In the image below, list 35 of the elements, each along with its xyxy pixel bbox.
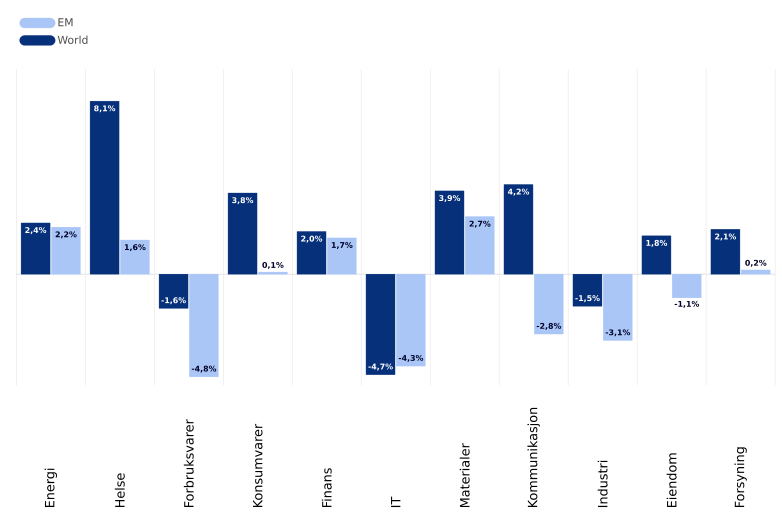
bar: [228, 193, 258, 275]
x-tick-label: Industri: [598, 461, 608, 508]
bar: [642, 236, 672, 275]
x-tick-label: Energi: [44, 468, 57, 508]
x-tick-label: Forsyning: [734, 448, 747, 508]
bar: [603, 274, 633, 341]
x-tick-label: Materialer: [460, 443, 470, 508]
bar: [120, 240, 150, 275]
bar: [20, 222, 50, 275]
bar: [366, 274, 396, 376]
x-tick-label: Kommunikasjon: [527, 408, 540, 508]
bar: [51, 227, 81, 275]
bar: [90, 101, 120, 275]
x-tick-label: Eiendom: [666, 454, 677, 508]
bar: [504, 184, 534, 275]
x-tick-label: Helse: [114, 474, 125, 508]
bar: [572, 274, 602, 307]
bar: [158, 274, 188, 309]
bar: [258, 272, 288, 275]
legend-label: EM: [58, 18, 72, 26]
bar: [672, 274, 702, 298]
x-tick-label: Konsumvarer: [252, 424, 262, 508]
x-tick-label: Finans: [322, 468, 332, 508]
x-tick-label: IT: [391, 496, 400, 508]
x-tick-label: Forbruksvarer: [184, 419, 194, 508]
bar: [327, 238, 357, 275]
bar: [710, 229, 740, 275]
bar: [534, 274, 564, 334]
bar: [189, 274, 219, 378]
bar: [296, 232, 326, 275]
legend-label: World: [58, 36, 88, 44]
bar: [396, 274, 426, 366]
bar: [434, 190, 464, 275]
bar: [741, 270, 770, 275]
bar: [465, 216, 495, 275]
